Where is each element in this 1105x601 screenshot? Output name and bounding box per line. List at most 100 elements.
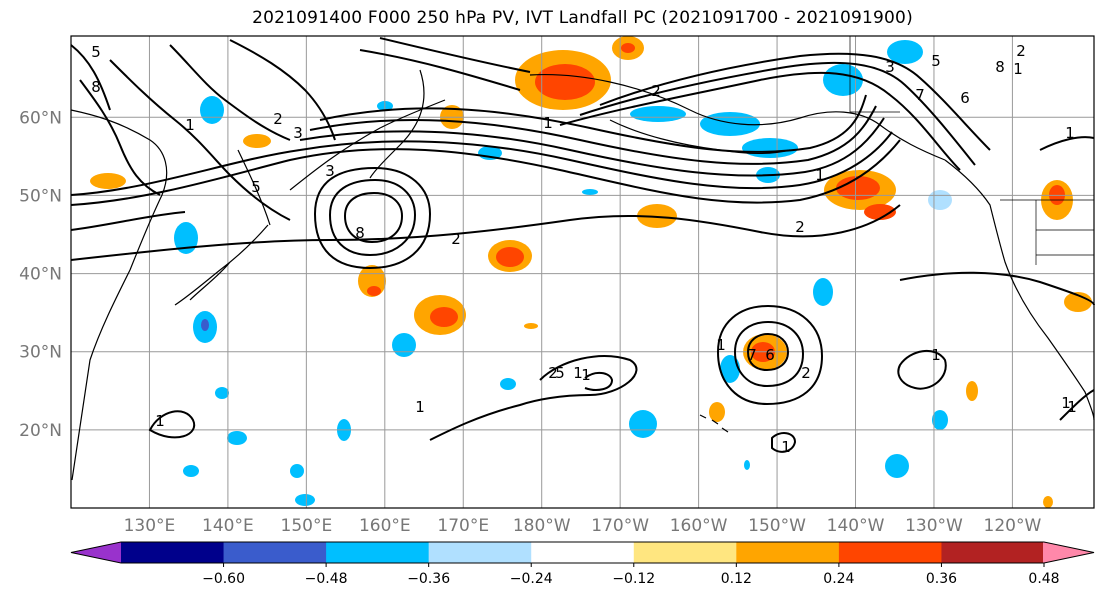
contour-label: 2 — [1016, 42, 1026, 60]
contour-line — [359, 49, 521, 91]
negative-patch — [813, 278, 833, 306]
positive-patch — [621, 43, 635, 53]
contour-line — [313, 166, 432, 270]
colorbar: −0.60 −0.48 −0.36 −0.24 −0.12 0.12 0.24 0.36 0.4… — [70, 541, 1095, 587]
japan-coastline — [174, 224, 269, 306]
kamchatka-coastline — [369, 69, 425, 179]
colorbar-tick-label: −0.36 — [407, 571, 450, 587]
latitude-label: 30°N — [19, 343, 62, 363]
contour-line — [70, 44, 111, 111]
longitude-label: 180°W — [513, 516, 571, 536]
colorbar-tick-label: 0.24 — [823, 571, 854, 587]
longitude-label: 140°W — [827, 516, 885, 536]
contour-line — [559, 71, 961, 171]
positive-patch — [90, 173, 126, 189]
colorbar-tick-label: −0.48 — [305, 571, 348, 587]
colorbar-tick-label: 0.12 — [721, 571, 752, 587]
negative-patch — [582, 189, 598, 195]
contour-line — [328, 178, 417, 257]
positive-patch — [836, 176, 880, 200]
longitude-label: 140°E — [202, 516, 254, 536]
asia-coastline — [70, 109, 168, 481]
contour-label: 1 — [1065, 124, 1075, 142]
negative-patch — [744, 460, 750, 470]
colorbar-segment — [633, 542, 737, 563]
contour-line — [584, 372, 614, 391]
contour-line — [1039, 136, 1095, 151]
positive-patch — [430, 307, 458, 327]
map-title: 2021091400 F000 250 hPa PV, IVT Landfall… — [252, 8, 913, 28]
contour-label: 1 — [1067, 398, 1077, 416]
anomaly-shading — [90, 36, 1092, 508]
positive-patch — [367, 286, 381, 296]
colorbar-segment — [736, 542, 840, 563]
contour-label: 2 — [801, 364, 811, 382]
contour-line — [599, 52, 991, 151]
contour-label: 1 — [716, 336, 726, 354]
contour-line — [229, 39, 336, 141]
contour-label: 1 — [581, 366, 591, 384]
graticule — [71, 36, 1094, 508]
longitude-labels: 130°E 140°E 150°E 160°E 170°E 180°W 170°W 160°W… — [124, 516, 1042, 536]
contour-label: 2 — [548, 364, 558, 382]
colorbar-extend-max — [1043, 542, 1094, 563]
colorbar-extend-min — [71, 542, 122, 563]
negative-patch — [290, 464, 304, 478]
negative-patch — [215, 387, 229, 399]
alaska-canada-border — [849, 36, 900, 113]
longitude-label: 160°E — [359, 516, 411, 536]
contour-label: 7 — [747, 346, 757, 364]
negative-patch — [720, 355, 740, 383]
north-america-coastline — [944, 159, 1095, 421]
longitude-label: 160°W — [670, 516, 728, 536]
colorbar-tick-label: 0.48 — [1028, 571, 1059, 587]
positive-patch — [966, 381, 978, 401]
contour-line — [169, 44, 291, 141]
contour-label: 5 — [91, 43, 101, 61]
negative-patch — [700, 112, 760, 136]
colorbar-outline — [70, 541, 1095, 564]
contour-label: 5 — [555, 364, 565, 382]
colorbar-segment — [531, 542, 635, 563]
colorbar-tick-label: −0.24 — [510, 571, 553, 587]
positive-patch — [1064, 292, 1092, 312]
latitude-label: 60°N — [19, 108, 62, 128]
contour-label: 1 — [815, 166, 825, 184]
colorbar-segment — [428, 542, 532, 563]
longitude-label: 150°E — [281, 516, 333, 536]
positive-patch — [709, 402, 725, 422]
contour-line — [733, 320, 805, 388]
contour-line — [897, 350, 947, 390]
latitude-label: 40°N — [19, 265, 62, 285]
contour-label: 5 — [931, 52, 941, 70]
alaska-coastline — [529, 73, 946, 161]
negative-patch — [629, 410, 657, 438]
contour-line — [79, 79, 161, 196]
longitude-label: 150°W — [748, 516, 806, 536]
contour-line — [319, 94, 867, 153]
negative-patch — [932, 410, 948, 430]
latitude-labels: 60°N 50°N 40°N 30°N 20°N — [19, 108, 62, 441]
colorbar-segment — [121, 542, 225, 563]
contour-label: 2 — [273, 110, 283, 128]
contour-label: 8 — [91, 78, 101, 96]
positive-patch — [864, 204, 896, 220]
contour-label: 5 — [251, 178, 261, 196]
contour-line — [429, 355, 638, 441]
political-borders — [849, 36, 1094, 265]
negative-patch — [295, 494, 315, 506]
contour-label: 1 — [543, 114, 553, 132]
contour-labels: 58123532182127681235761112521111111 — [91, 42, 1077, 456]
positive-patch — [496, 247, 524, 267]
contour-label: 8 — [355, 224, 365, 242]
contour-label: 1 — [781, 438, 791, 456]
positive-anomaly-patches — [90, 36, 1092, 508]
contour-label: 6 — [765, 346, 775, 364]
contour-line — [70, 204, 901, 261]
contour-line — [1059, 389, 1095, 421]
negative-patch — [183, 465, 199, 477]
contour-line — [309, 105, 877, 165]
contour-line — [746, 332, 790, 372]
longitude-label: 120°W — [984, 516, 1042, 536]
positive-patch — [243, 134, 271, 148]
